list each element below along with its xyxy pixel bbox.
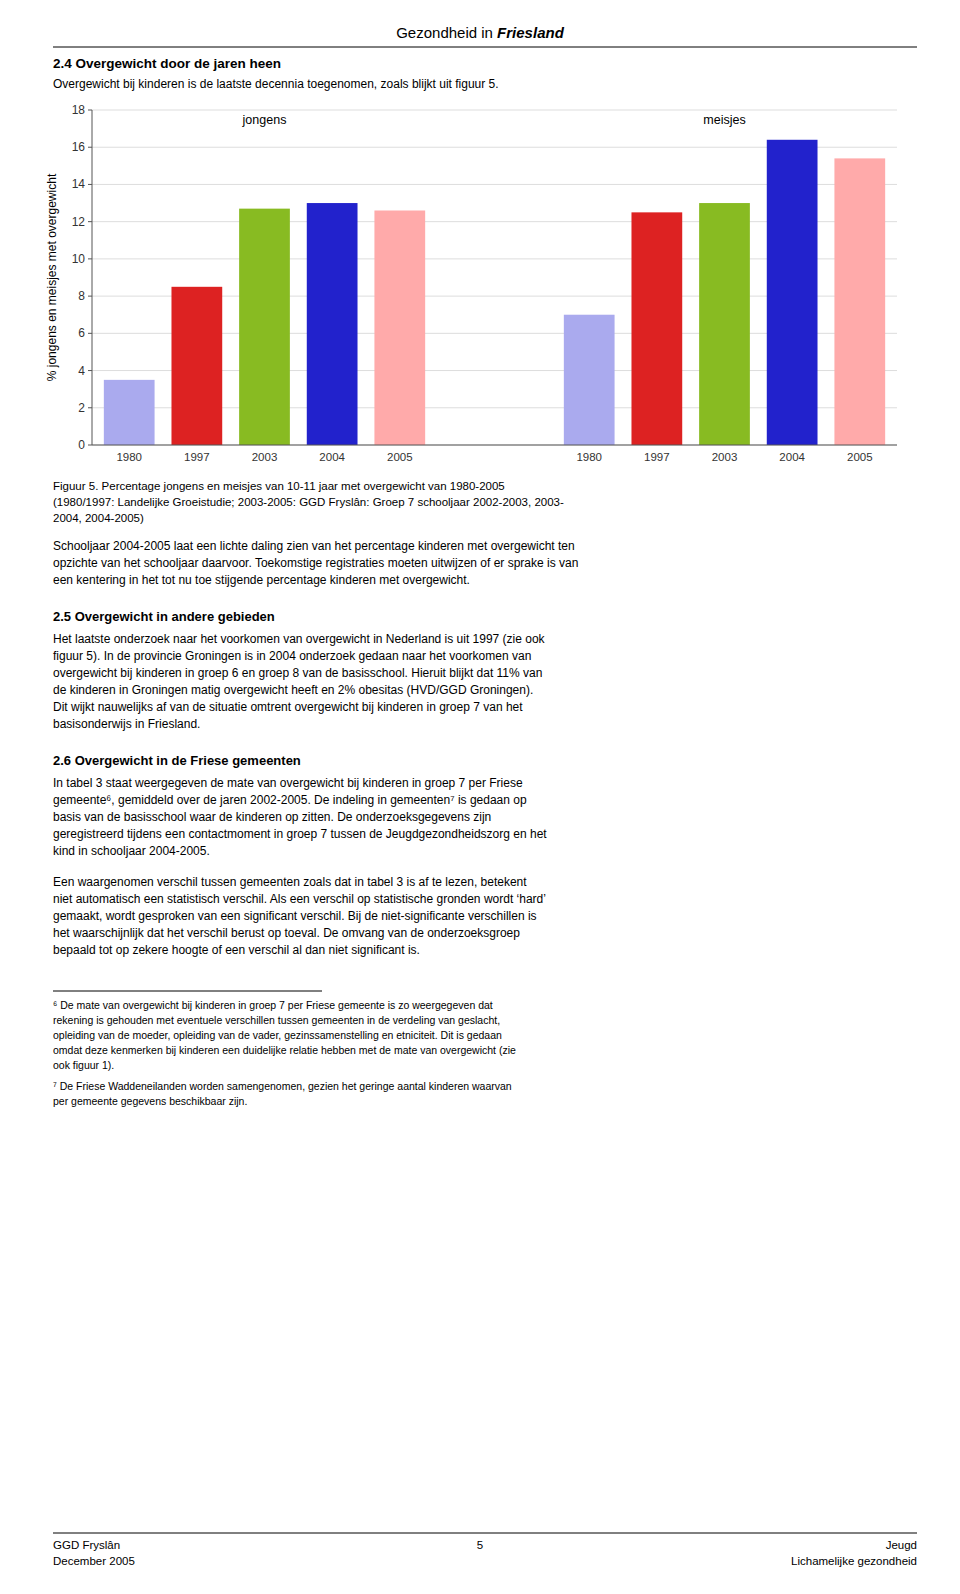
x-tick-label: 2004 [779, 451, 805, 463]
y-tick-label: 0 [78, 438, 85, 452]
x-tick-label: 1980 [116, 451, 142, 463]
footnote: ⁷ De Friese Waddeneilanden worden sameng… [53, 1080, 512, 1092]
y-tick [88, 296, 92, 297]
y-tick [88, 445, 92, 446]
page-number: 5 [477, 1539, 483, 1551]
heading: 2.4 Overgewicht door de jaren heen [53, 56, 281, 71]
grid-line [92, 110, 897, 111]
y-tick-label: 18 [72, 103, 86, 117]
paragraph: de kinderen in Groningen matig overgewic… [53, 683, 533, 697]
paragraph: geregistreerd tijdens een contactmoment … [53, 827, 547, 841]
paragraph: overgewicht bij kinderen in groep 6 en g… [53, 666, 542, 680]
paragraph: opzichte van het schooljaar daarvoor. To… [53, 556, 578, 570]
paragraph: een kentering in het tot nu toe stijgend… [53, 573, 470, 587]
paragraph: gemeente⁶, gemiddeld over de jaren 2002-… [53, 793, 527, 807]
paragraph: bepaald tot op zekere hoogte of een vers… [53, 943, 420, 957]
y-tick [88, 184, 92, 185]
group-label: meisjes [703, 113, 745, 127]
caption: Figuur 5. Percentage jongens en meisjes … [53, 480, 505, 492]
footnote: opleiding van de moeder, opleiding van d… [53, 1029, 502, 1041]
paragraph: het waarschijnlijk dat het verschil beru… [53, 926, 520, 940]
paragraph: gemaakt, wordt gesproken van een signifi… [53, 909, 537, 923]
bar [239, 209, 290, 445]
y-tick-label: 16 [72, 140, 86, 154]
y-tick [88, 258, 92, 259]
paragraph: Dit wijkt nauwelijks af van de situatie … [53, 700, 523, 714]
chart: 0 2 4 6 8 10 12 14 16 18 1980 1997 2003 2004 2005 jonge… [45, 103, 897, 463]
footnote: per gemeente gegevens beschikbaar zijn. [53, 1095, 247, 1107]
y-axis-label: % jongens en meisjes met overgewicht [45, 173, 59, 381]
y-tick-label: 10 [72, 252, 86, 266]
caption: (1980/1997: Landelijke Groeistudie; 2003… [53, 496, 564, 508]
group-label: jongens [242, 113, 287, 127]
footnote: ⁶ De mate van overgewicht bij kinderen i… [53, 999, 493, 1011]
page-canvas: Gezondheid in Friesland 2.4 Overgewicht d… [0, 0, 960, 1594]
y-tick-label: 14 [72, 177, 86, 191]
page: Gezondheid in Friesland 2.4 Overgewicht d… [0, 0, 960, 1594]
bar [631, 212, 682, 445]
y-axis [92, 110, 93, 445]
footer-text: GGD Fryslân [53, 1539, 120, 1551]
header-part: Friesland [497, 24, 565, 41]
paragraph: basisonderwijs in Friesland. [53, 717, 200, 731]
paragraph: figuur 5). In de provincie Groningen is … [53, 649, 531, 663]
y-tick [88, 147, 92, 148]
paragraph: basis van de basisschool waar de kindere… [53, 810, 491, 824]
intro: Overgewicht bij kinderen is de laatste d… [53, 77, 499, 91]
paragraph: Een waargenomen verschil tussen gemeente… [53, 875, 527, 889]
y-tick-label: 4 [78, 364, 85, 378]
paragraph: In tabel 3 staat weergegeven de mate van… [53, 776, 523, 790]
rule [53, 991, 322, 992]
y-tick-label: 2 [78, 401, 85, 415]
paragraph: niet automatisch een statistisch verschi… [53, 892, 546, 906]
bar [171, 287, 222, 445]
y-tick [88, 407, 92, 408]
background [0, 0, 960, 1594]
paragraph: kind in schooljaar 2004-2005. [53, 844, 210, 858]
bar [564, 315, 615, 445]
paragraph: Het laatste onderzoek naar het voorkomen… [53, 632, 546, 646]
bar [767, 140, 818, 445]
y-tick [88, 333, 92, 334]
y-tick [88, 370, 92, 371]
bar [307, 203, 358, 445]
header-part: Gezondheid in [396, 24, 497, 41]
y-tick-label: 12 [72, 215, 86, 229]
heading: 2.5 Overgewicht in andere gebieden [53, 609, 275, 624]
footnote: ook figuur 1). [53, 1059, 114, 1071]
bars [104, 140, 885, 445]
y-tick [88, 221, 92, 222]
x-tick-label: 2003 [712, 451, 738, 463]
heading: 2.6 Overgewicht in de Friese gemeenten [53, 753, 301, 768]
header: Gezondheid in Friesland [396, 24, 564, 41]
footnote: omdat deze kenmerken bij kinderen een du… [53, 1044, 516, 1056]
x-tick-label: 1997 [644, 451, 670, 463]
x-tick-label: 2005 [387, 451, 413, 463]
x-tick-label: 2003 [252, 451, 278, 463]
grid [92, 110, 897, 445]
x-tick-label: 1997 [184, 451, 210, 463]
y-tick-label: 8 [78, 289, 85, 303]
footer-text: Jeugd [886, 1539, 917, 1551]
rule [53, 1533, 917, 1534]
x-tick-label: 1980 [576, 451, 602, 463]
y-tick-label: 6 [78, 326, 85, 340]
bar [834, 158, 885, 445]
caption: 2004, 2004-2005) [53, 512, 144, 524]
footer-text: December 2005 [53, 1555, 135, 1567]
footnote: rekening is gehouden met eventuele versc… [53, 1014, 500, 1026]
paragraph: Schooljaar 2004-2005 laat een lichte dal… [53, 539, 575, 553]
x-axis [92, 445, 897, 446]
bar [104, 380, 155, 445]
footer-text: Lichamelijke gezondheid [791, 1555, 917, 1567]
x-tick-label: 2004 [319, 451, 345, 463]
bar [374, 211, 425, 446]
bar [699, 203, 750, 445]
rule [53, 47, 917, 48]
grid-line [92, 445, 897, 446]
y-tick [88, 110, 92, 111]
x-tick-label: 2005 [847, 451, 873, 463]
